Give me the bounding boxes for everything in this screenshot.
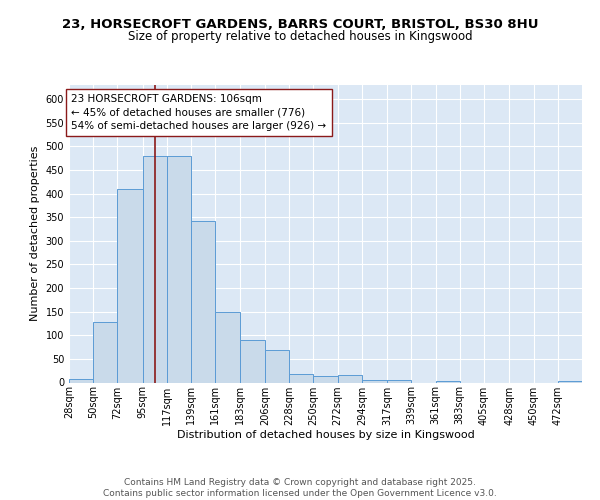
- Bar: [362, 380, 387, 382]
- Bar: [143, 156, 167, 382]
- Bar: [215, 312, 239, 382]
- Bar: [338, 376, 362, 382]
- Bar: [265, 350, 289, 382]
- Bar: [387, 380, 412, 382]
- Bar: [191, 220, 215, 382]
- Bar: [118, 189, 143, 382]
- Bar: [167, 156, 191, 382]
- X-axis label: Distribution of detached houses by size in Kingswood: Distribution of detached houses by size …: [176, 430, 475, 440]
- Bar: [313, 376, 338, 382]
- Text: Contains HM Land Registry data © Crown copyright and database right 2025.
Contai: Contains HM Land Registry data © Crown c…: [103, 478, 497, 498]
- Bar: [239, 340, 265, 382]
- Bar: [69, 378, 93, 382]
- Text: 23 HORSECROFT GARDENS: 106sqm
← 45% of detached houses are smaller (776)
54% of : 23 HORSECROFT GARDENS: 106sqm ← 45% of d…: [71, 94, 326, 131]
- Bar: [289, 374, 313, 382]
- Text: 23, HORSECROFT GARDENS, BARRS COURT, BRISTOL, BS30 8HU: 23, HORSECROFT GARDENS, BARRS COURT, BRI…: [62, 18, 538, 30]
- Bar: [436, 381, 460, 382]
- Bar: [93, 322, 118, 382]
- Y-axis label: Number of detached properties: Number of detached properties: [30, 146, 40, 322]
- Text: Size of property relative to detached houses in Kingswood: Size of property relative to detached ho…: [128, 30, 472, 43]
- Bar: [558, 381, 582, 382]
